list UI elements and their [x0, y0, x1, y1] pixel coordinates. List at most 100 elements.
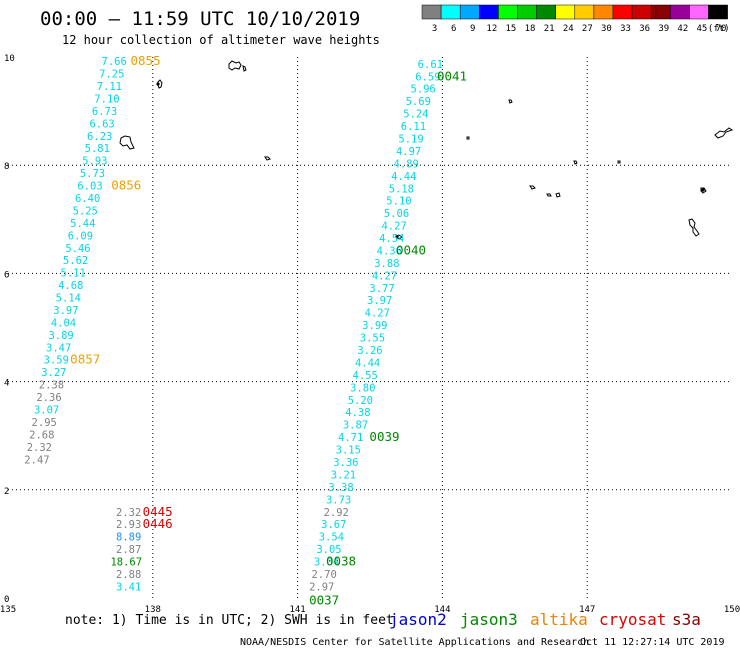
- latitude-tick: 2: [4, 487, 9, 497]
- wave-height-label: 3.21: [331, 469, 356, 481]
- longitude-tick: 135: [0, 605, 16, 615]
- wave-height-label: 3.26: [357, 345, 382, 357]
- wave-height-label: 5.11: [61, 268, 86, 280]
- colorbar-label: 39: [658, 24, 669, 34]
- wave-height-label: 4.89: [394, 158, 419, 170]
- legend-cryosat: cryosat: [599, 610, 666, 629]
- wave-height-label: 7.66: [102, 56, 127, 68]
- map-subtitle: 12 hour collection of altimeter wave hei…: [62, 33, 380, 47]
- wave-height-label: 3.47: [46, 342, 71, 354]
- island-outline: [555, 192, 561, 198]
- wave-height-values: 7.667.257.117.106.736.636.235.815.935.73…: [24, 56, 443, 593]
- island-outline: [573, 160, 578, 165]
- longitude-tick: 141: [289, 605, 305, 615]
- wave-height-label: 4.36: [377, 245, 402, 257]
- pass-time-label: 0038: [326, 554, 356, 569]
- colorbar-label: 12: [486, 24, 497, 34]
- wave-height-label: 5.44: [70, 218, 95, 230]
- wave-height-label: 3.38: [328, 482, 353, 494]
- latitude-tick: 4: [4, 379, 9, 389]
- colorbar-label: 42: [677, 24, 688, 34]
- wave-height-label: 7.11: [97, 81, 122, 93]
- wave-height-label: 8.89: [116, 532, 141, 544]
- legend-jason2: jason2: [389, 610, 447, 629]
- satellite-legend: jason2 jason3 altika cryosat s3a: [389, 610, 701, 629]
- latitude-tick: 6: [4, 270, 9, 280]
- wave-height-label: 3.99: [362, 320, 387, 332]
- pass-time-label: 0040: [396, 242, 426, 257]
- colorbar-label: 15: [506, 24, 517, 34]
- wave-height-label: 5.96: [410, 84, 435, 96]
- wave-height-label: 3.04: [314, 557, 339, 569]
- wave-height-label: 5.18: [389, 183, 414, 195]
- wave-height-label: 3.15: [336, 445, 361, 457]
- longitude-tick: 144: [434, 605, 450, 615]
- pass-time-label: 0855: [131, 53, 161, 68]
- wave-height-label: 3.89: [48, 330, 73, 342]
- wave-height-label: 4.38: [345, 407, 370, 419]
- colorbar-swatch: [689, 4, 709, 20]
- colorbar-swatch: [536, 4, 556, 20]
- map-grid: [8, 57, 732, 598]
- longitude-tick: 147: [579, 605, 595, 615]
- wave-height-label: 3.80: [350, 382, 375, 394]
- pass-time-label: 0039: [369, 429, 399, 444]
- wave-height-label: 4.27: [365, 308, 390, 320]
- colorbar-swatch: [650, 4, 671, 20]
- axis-ticks: 135 138 141 144 147 150 0 2 4 6 8 10: [0, 54, 740, 615]
- wave-height-label: 4.27: [372, 270, 397, 282]
- wave-height-label: 4.44: [391, 171, 416, 183]
- colorbar-swatch: [459, 4, 480, 20]
- wave-height-label: 3.55: [360, 333, 385, 345]
- wave-height-label: 4.04: [51, 317, 76, 329]
- wave-height-label: 2.32: [116, 507, 141, 519]
- wave-height-label: 3.97: [53, 305, 78, 317]
- wave-height-label: 2.95: [32, 417, 57, 429]
- colorbar-swatch: [670, 4, 690, 20]
- wave-height-label: 5.73: [80, 168, 105, 180]
- wave-height-label: 3.67: [321, 519, 346, 531]
- wave-height-label: 2.97: [309, 581, 334, 593]
- colorbar-swatch: [631, 4, 652, 20]
- wave-height-label: 3.97: [367, 295, 392, 307]
- island-outline: [228, 60, 242, 71]
- wave-height-label: 4.44: [355, 357, 380, 369]
- wave-height-label: 6.09: [68, 230, 93, 242]
- wave-height-label: 2.93: [116, 519, 141, 531]
- wave-height-label: 3.36: [333, 457, 358, 469]
- wave-height-label: 3.73: [326, 494, 351, 506]
- wave-height-label: 5.62: [63, 255, 88, 267]
- wave-height-label: 3.59: [44, 355, 69, 367]
- island-outline: [529, 185, 536, 190]
- island-outline: [466, 136, 470, 140]
- island-dot: [701, 188, 705, 192]
- wave-height-label: 3.77: [369, 283, 394, 295]
- footer-note: note: 1) Time is in UTC; 2) SWH is in fe…: [65, 613, 394, 628]
- wave-height-label: 2.38: [39, 380, 64, 392]
- colorbar-swatch: [555, 4, 576, 20]
- wave-height-label: 5.06: [384, 208, 409, 220]
- legend-s3a: s3a: [672, 610, 701, 629]
- legend-jason3: jason3: [460, 610, 518, 629]
- colorbar-label: 18: [525, 24, 536, 34]
- colorbar-label: 36: [639, 24, 650, 34]
- latitude-tick: 0: [4, 595, 9, 605]
- wave-height-label: 7.10: [94, 93, 119, 105]
- wave-height-label: 7.25: [99, 69, 124, 81]
- island-outline: [714, 127, 734, 139]
- colorbar-swatch: [574, 4, 595, 20]
- wave-height-label: 4.97: [396, 146, 421, 158]
- colorbar-swatch: [708, 4, 728, 20]
- wave-height-label: 5.19: [398, 133, 423, 145]
- wave-height-label: 6.03: [77, 181, 102, 193]
- island-outline: [617, 160, 621, 164]
- colorbar-label: 3: [432, 24, 437, 34]
- island-outlines: [119, 60, 734, 240]
- colorbar-unit: (ft): [708, 24, 730, 34]
- wave-height-label: 6.63: [89, 118, 114, 130]
- colorbar-swatch: [593, 4, 614, 20]
- longitude-tick: 150: [724, 605, 740, 615]
- island-outline: [264, 156, 271, 161]
